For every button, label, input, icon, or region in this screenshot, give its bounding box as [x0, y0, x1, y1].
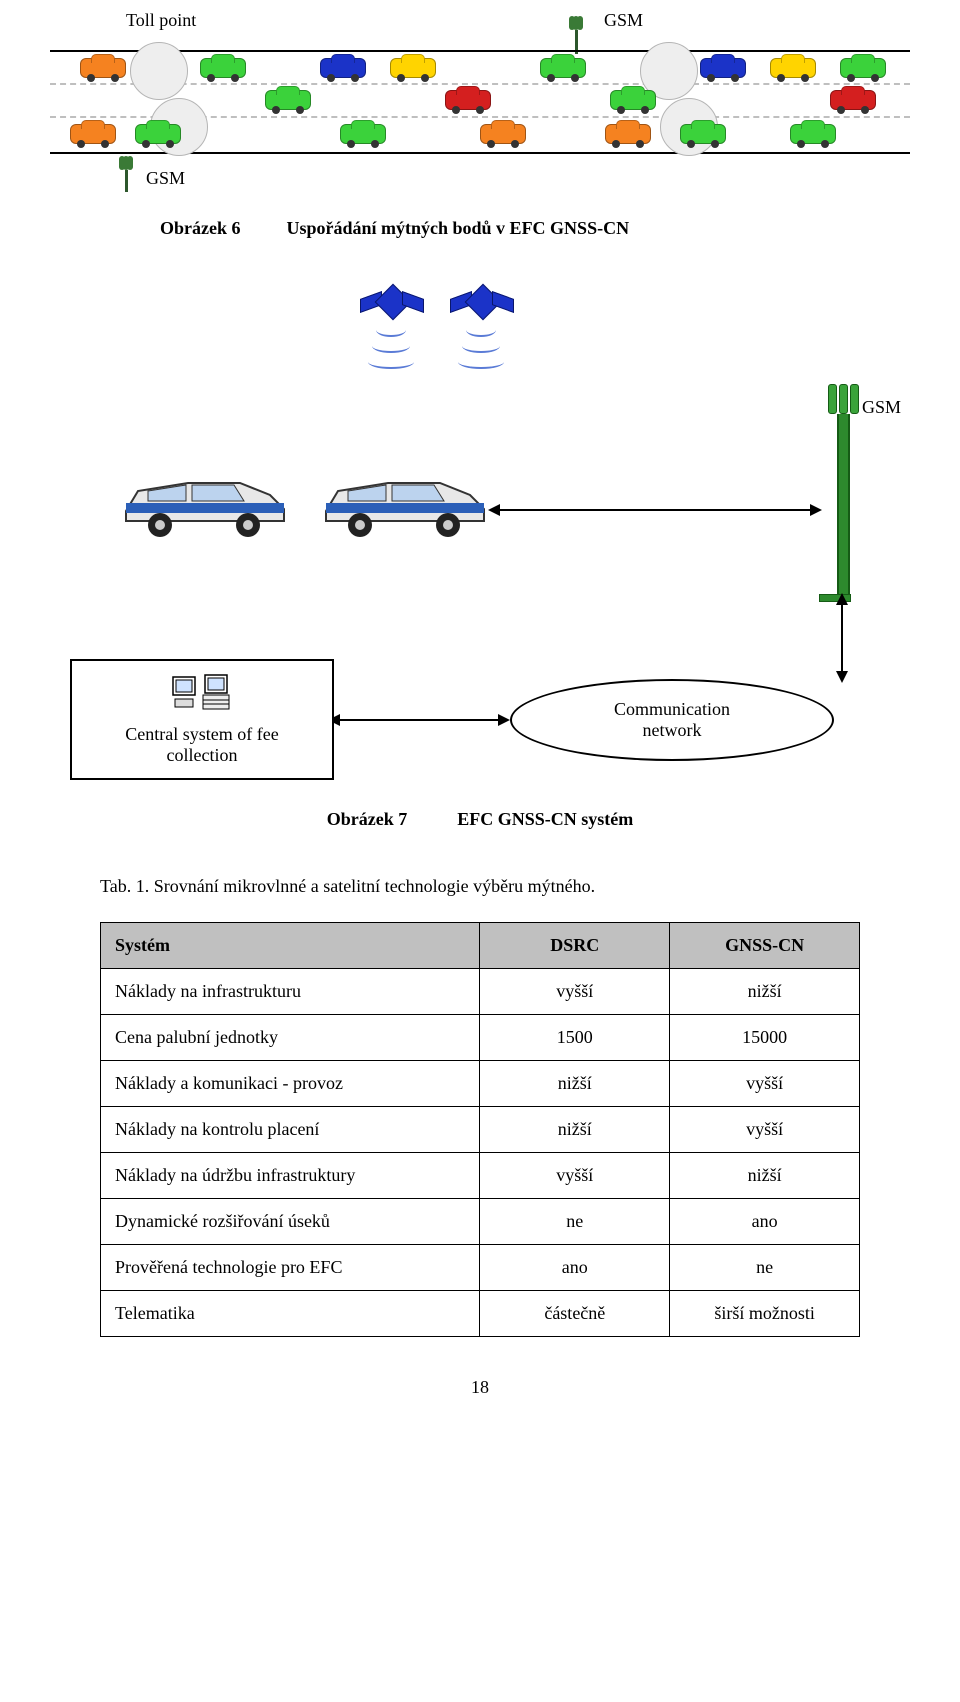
gsm-antenna-bottom-icon — [120, 156, 132, 192]
tab1-intro: Tab. 1. Srovnání mikrovlnné a satelitní … — [100, 870, 860, 902]
car-icon — [830, 90, 876, 110]
figure-7-text: EFC GNSS-CN systém — [457, 809, 633, 830]
gsm-tower-icon — [828, 384, 859, 602]
car-icon — [70, 124, 116, 144]
car-icon — [610, 90, 656, 110]
row-dsrc: nižší — [480, 1107, 670, 1153]
th-dsrc: DSRC — [480, 923, 670, 969]
arrow-tower-network-icon — [841, 595, 843, 681]
row-label: Telematika — [101, 1291, 480, 1337]
communication-network: Communication network — [510, 679, 834, 761]
th-system: Systém — [101, 923, 480, 969]
figure-6-highway: Toll point GSM GSM — [50, 10, 910, 200]
row-label: Cena palubní jednotky — [101, 1015, 480, 1061]
table-header-row: Systém DSRC GNSS-CN — [101, 923, 860, 969]
satellite-icon — [380, 289, 404, 315]
car-icon — [320, 58, 366, 78]
figure-6-caption: Obrázek 6 Uspořádání mýtných bodů v EFC … — [160, 218, 960, 239]
gsm-top-label: GSM — [604, 10, 643, 31]
row-dsrc: vyšší — [480, 1153, 670, 1199]
row-label: Náklady na infrastrukturu — [101, 969, 480, 1015]
car-icon — [135, 124, 181, 144]
comparison-table: Systém DSRC GNSS-CN Náklady na infrastru… — [100, 922, 860, 1337]
figure-7-caption: Obrázek 7 EFC GNSS-CN systém — [0, 809, 960, 830]
table-row: Náklady na údržbu infrastrukturyvyššíniž… — [101, 1153, 860, 1199]
satellite-icon — [470, 289, 494, 315]
row-dsrc: vyšší — [480, 969, 670, 1015]
row-dsrc: částečně — [480, 1291, 670, 1337]
row-label: Náklady na údržbu infrastruktury — [101, 1153, 480, 1199]
car-icon — [700, 58, 746, 78]
row-gnss: nižší — [670, 1153, 860, 1199]
figure-6-num: Obrázek 6 — [160, 218, 241, 239]
car-icon — [540, 58, 586, 78]
figure-7-num: Obrázek 7 — [327, 809, 408, 830]
row-gnss: vyšší — [670, 1061, 860, 1107]
row-dsrc: ne — [480, 1199, 670, 1245]
car-icon — [340, 124, 386, 144]
toll-gantry-icon — [130, 42, 188, 100]
table-row: Prověřená technologie pro EFCanone — [101, 1245, 860, 1291]
row-gnss: 15000 — [670, 1015, 860, 1061]
row-dsrc: 1500 — [480, 1015, 670, 1061]
row-gnss: ano — [670, 1199, 860, 1245]
row-label: Dynamické rozšiřování úseků — [101, 1199, 480, 1245]
central-system-box: Central system of fee collection — [70, 659, 334, 780]
table-row: Náklady na infrastrukturuvyššínižší — [101, 969, 860, 1015]
station-wagon-icon — [320, 469, 490, 541]
car-icon — [445, 90, 491, 110]
row-label: Náklady a komunikaci - provoz — [101, 1061, 480, 1107]
car-icon — [200, 58, 246, 78]
car-icon — [265, 90, 311, 110]
arrow-wagon-tower-icon — [490, 509, 820, 511]
car-icon — [390, 58, 436, 78]
row-dsrc: ano — [480, 1245, 670, 1291]
central-system-label: Central system of fee collection — [88, 724, 316, 766]
row-dsrc: nižší — [480, 1061, 670, 1107]
figure-7-system: GSM Communication network — [50, 279, 910, 779]
table-row: Cena palubní jednotky150015000 — [101, 1015, 860, 1061]
arrow-central-network-icon — [330, 719, 508, 721]
table-row: Náklady a komunikaci - provoznižšívyšší — [101, 1061, 860, 1107]
computer-icon — [171, 673, 233, 718]
row-gnss: širší možnosti — [670, 1291, 860, 1337]
car-icon — [790, 124, 836, 144]
gsm-antenna-top-icon — [570, 16, 582, 54]
gsm-tower-label: GSM — [862, 397, 901, 418]
car-icon — [605, 124, 651, 144]
row-gnss: nižší — [670, 969, 860, 1015]
toll-point-label: Toll point — [126, 10, 196, 31]
station-wagon-icon — [120, 469, 290, 541]
car-icon — [770, 58, 816, 78]
row-label: Prověřená technologie pro EFC — [101, 1245, 480, 1291]
car-icon — [840, 58, 886, 78]
table-row: Náklady na kontrolu placenínižšívyšší — [101, 1107, 860, 1153]
car-icon — [480, 124, 526, 144]
row-gnss: ne — [670, 1245, 860, 1291]
page-number: 18 — [0, 1377, 960, 1398]
car-icon — [80, 58, 126, 78]
th-gnss: GNSS-CN — [670, 923, 860, 969]
table-row: Telematikačástečněširší možnosti — [101, 1291, 860, 1337]
gsm-bottom-label: GSM — [146, 168, 185, 189]
table-row: Dynamické rozšiřování úsekůneano — [101, 1199, 860, 1245]
car-icon — [680, 124, 726, 144]
communication-network-label: Communication network — [614, 699, 730, 741]
figure-6-text: Uspořádání mýtných bodů v EFC GNSS-CN — [287, 218, 630, 239]
row-gnss: vyšší — [670, 1107, 860, 1153]
row-label: Náklady na kontrolu placení — [101, 1107, 480, 1153]
